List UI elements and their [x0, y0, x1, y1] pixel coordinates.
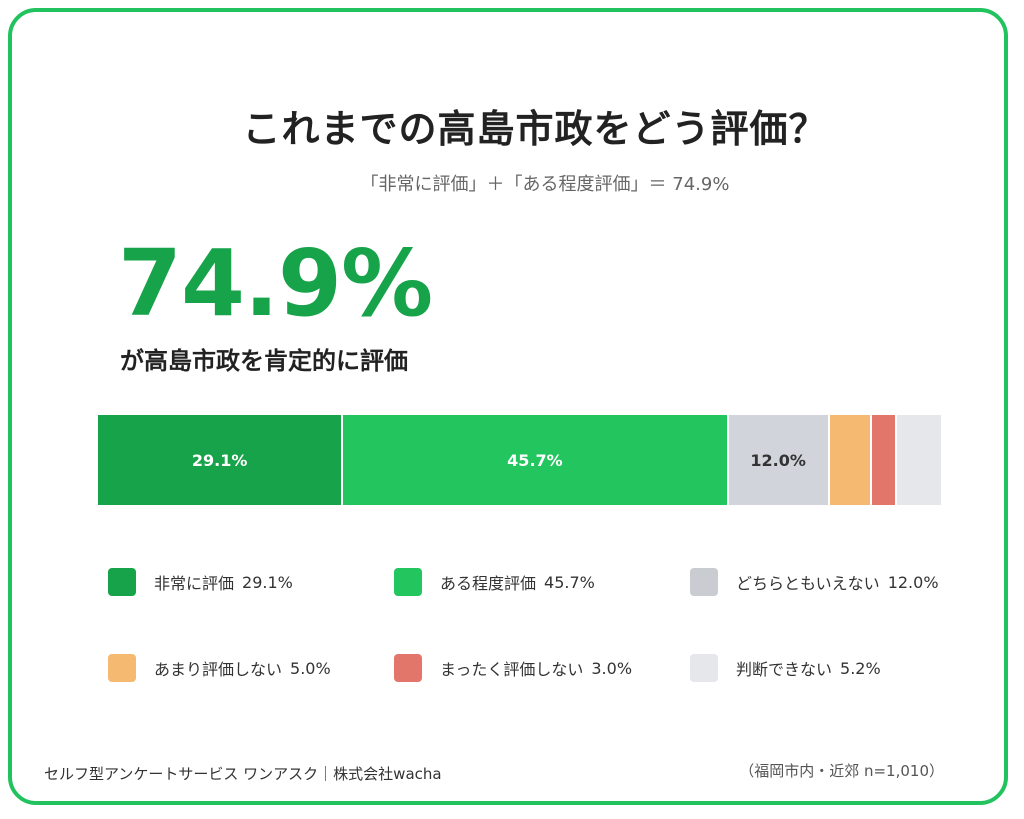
legend-value: 5.2%	[840, 658, 881, 678]
highlight-caption: が高島市政を肯定的に評価	[120, 347, 408, 375]
card-frame	[8, 8, 1008, 805]
legend-item: まったく評価しない 3.0%	[394, 654, 632, 682]
footer-sample-size: （福岡市内・近郊 n=1,010）	[739, 762, 944, 780]
legend-value: 3.0%	[591, 658, 633, 678]
legend-value: 29.1%	[242, 572, 293, 592]
legend-item: あまり評価しない 5.0%	[108, 654, 331, 682]
legend-value: 12.0%	[887, 572, 939, 592]
bar-segment-1: 29.1%	[98, 415, 344, 505]
bar-segment-4	[829, 415, 872, 505]
legend-item: どちらともいえない 12.0%	[690, 568, 939, 596]
legend-swatch	[394, 568, 422, 596]
stacked-bar-chart: 29.1% 45.7% 12.0%	[98, 415, 941, 505]
bar-segment-label: 45.7%	[507, 450, 563, 470]
footer-source: セルフ型アンケートサービス ワンアスク｜株式会社wacha	[44, 765, 442, 783]
legend-label: ある程度評価	[440, 574, 537, 593]
bar-segment-label: 12.0%	[750, 450, 806, 470]
legend-swatch	[394, 654, 422, 682]
legend-item: ある程度評価 45.7%	[394, 568, 595, 596]
legend-label: あまり評価しない	[154, 660, 283, 679]
chart-title: これまでの高島市政をどう評価？	[242, 107, 828, 151]
legend-value: 45.7%	[544, 572, 595, 592]
legend-item: 判断できない 5.2%	[690, 654, 881, 682]
legend-label: 非常に評価	[154, 574, 235, 593]
legend-swatch	[108, 654, 136, 682]
legend-label: まったく評価しない	[440, 660, 584, 679]
legend-swatch	[690, 654, 718, 682]
legend-swatch	[108, 568, 136, 596]
legend-label: どちらともいえない	[736, 574, 880, 593]
bar-segment-5	[871, 415, 898, 505]
legend-swatch	[690, 568, 718, 596]
chart-subtitle: 「非常に評価」＋「ある程度評価」＝ 74.9%	[360, 174, 730, 195]
bar-segment-label: 29.1%	[191, 450, 248, 470]
highlight-value: 74.9%	[118, 230, 433, 337]
bar-segment-2: 45.7%	[343, 415, 729, 505]
bar-segment-3: 12.0%	[728, 415, 830, 505]
legend-item: 非常に評価 29.1%	[108, 568, 293, 596]
legend-value: 5.0%	[290, 658, 331, 678]
bar-segment-6	[897, 415, 941, 505]
legend-label: 判断できない	[736, 660, 833, 679]
